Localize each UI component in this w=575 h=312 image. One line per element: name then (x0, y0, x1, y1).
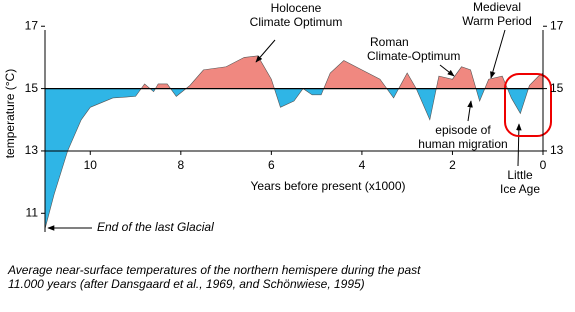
annotation-arrows (47, 29, 522, 231)
y-tick-label: 13 (25, 143, 39, 157)
area-above (45, 55, 543, 89)
x-tick-label: 2 (449, 158, 456, 172)
y2-tick-label: 15 (550, 81, 564, 95)
y-axis-label: temperature (°C) (3, 69, 17, 159)
plot-area (44, 55, 544, 229)
y2-tick-label: 17 (550, 18, 564, 32)
arrow (439, 64, 455, 77)
annotation: Medieval (473, 0, 521, 14)
annotation: episode of (435, 123, 491, 137)
annotation: human migration (418, 137, 507, 151)
annotation: End of the last Glacial (97, 220, 214, 234)
x-tick-label: 4 (359, 158, 366, 172)
caption: 11.000 years (after Dansgaard et al., 19… (8, 277, 365, 291)
arrow (490, 29, 506, 79)
arrow (255, 39, 276, 63)
area-below (45, 88, 529, 229)
annotation: Little (507, 168, 533, 182)
x-tick-label: 8 (177, 158, 184, 172)
y-tick-label: 11 (26, 205, 39, 219)
y-tick-label: 15 (25, 81, 39, 95)
y-tick-label: 17 (25, 18, 39, 32)
highlight-circle (504, 73, 552, 137)
annotation: Ice Age (500, 182, 540, 196)
y2-tick-label: 13 (550, 143, 564, 157)
annotation: Climate-Optimum (367, 49, 460, 63)
x-axis-label: Years before present (x1000) (251, 179, 406, 193)
arrow (516, 123, 522, 167)
annotation: Roman (370, 35, 409, 49)
caption: Average near-surface temperatures of the… (7, 263, 421, 277)
x-tick-label: 6 (268, 158, 275, 172)
x-tick-label: 10 (84, 158, 98, 172)
x-tick-label: 0 (540, 158, 547, 172)
annotation: Holocene (271, 1, 322, 15)
annotation: Climate Optimum (250, 15, 343, 29)
annotation: Warm Period (462, 14, 532, 28)
temperature-line (44, 55, 544, 229)
arrow (467, 100, 473, 122)
